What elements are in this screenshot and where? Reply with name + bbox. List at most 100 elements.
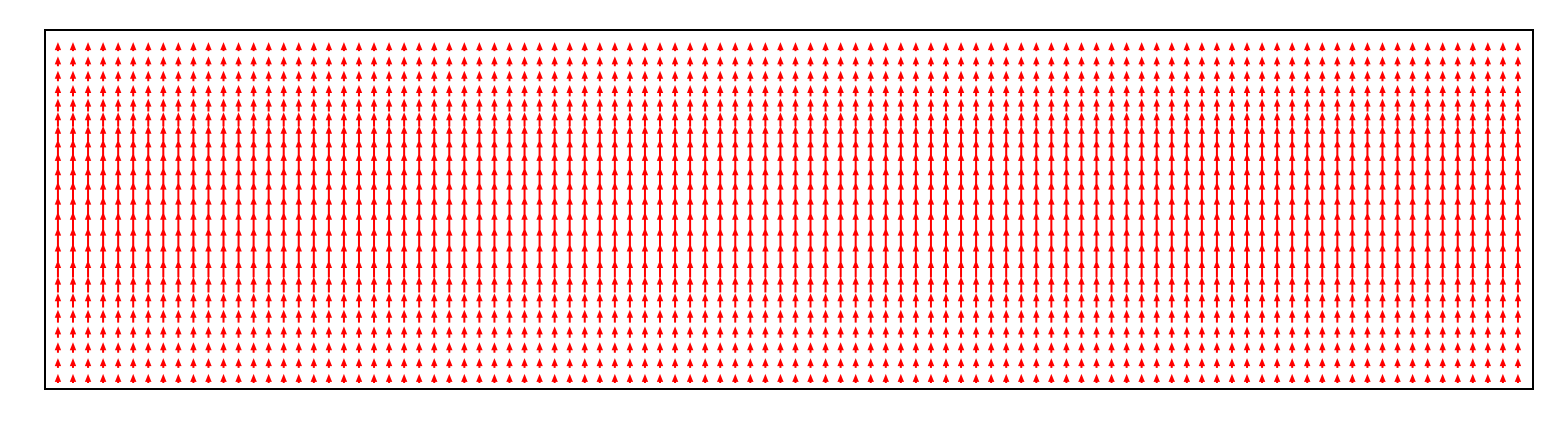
arrow (1048, 70, 1055, 82)
arrow (1499, 152, 1507, 172)
arrow (641, 125, 649, 142)
arrow (1108, 42, 1115, 52)
arrow (671, 70, 679, 82)
arrow (1334, 125, 1341, 142)
arrow (190, 152, 197, 172)
arrow (295, 293, 302, 308)
arrow (957, 309, 965, 323)
arrow (1228, 309, 1236, 323)
arrow (54, 85, 62, 97)
arrow (1198, 85, 1206, 97)
arrow (175, 181, 182, 202)
arrow (1108, 112, 1115, 127)
arrow (1379, 309, 1386, 323)
arrow (1153, 373, 1160, 383)
arrow (1138, 125, 1145, 142)
arrow (1033, 42, 1040, 52)
arrow (310, 196, 318, 218)
arrow (912, 358, 920, 368)
arrow (1002, 243, 1010, 263)
arrow (792, 56, 799, 67)
arrow (1018, 167, 1025, 187)
arrow (1243, 85, 1251, 97)
arrow (1514, 125, 1522, 142)
arrow (340, 70, 348, 82)
arrow (295, 56, 302, 67)
arrow (145, 42, 152, 52)
arrow (235, 276, 242, 293)
arrow (310, 167, 318, 187)
arrow (145, 260, 152, 278)
arrow (250, 276, 257, 293)
arrow (912, 260, 920, 278)
arrow (205, 167, 212, 187)
arrow (325, 70, 333, 82)
arrow (942, 98, 950, 112)
arrow (461, 98, 468, 112)
arrow (1002, 112, 1010, 127)
arrow (431, 373, 438, 383)
arrow (1078, 276, 1085, 293)
arrow (340, 152, 348, 172)
arrow (325, 42, 333, 52)
arrow (1288, 85, 1296, 97)
arrow (701, 152, 709, 172)
arrow (747, 227, 754, 248)
arrow (1153, 181, 1160, 202)
arrow (1454, 196, 1461, 218)
arrow (807, 260, 814, 278)
arrow (1364, 260, 1371, 278)
arrow (145, 139, 152, 157)
arrow (130, 243, 137, 263)
arrow (521, 260, 528, 278)
arrow (897, 243, 905, 263)
arrow (1394, 326, 1401, 338)
arrow (1424, 227, 1431, 248)
arrow (1078, 211, 1085, 233)
arrow (491, 196, 498, 218)
arrow (807, 243, 814, 263)
arrow (1258, 293, 1266, 308)
arrow (867, 326, 874, 338)
arrow (265, 70, 272, 82)
arrow (235, 309, 242, 323)
arrow (1243, 196, 1251, 218)
arrow (1063, 42, 1070, 52)
arrow (521, 243, 528, 263)
arrow (1319, 326, 1326, 338)
arrow (1304, 70, 1311, 82)
arrow (1454, 342, 1461, 353)
arrow (762, 276, 769, 293)
arrow (792, 260, 799, 278)
arrow (897, 139, 905, 157)
arrow (310, 139, 318, 157)
arrow (1213, 98, 1221, 112)
arrow (897, 152, 905, 172)
arrow (957, 125, 965, 142)
arrow (1093, 42, 1100, 52)
arrow (897, 326, 905, 338)
arrow (1288, 139, 1296, 157)
arrow (295, 373, 302, 383)
arrow (1273, 260, 1281, 278)
arrow (400, 196, 408, 218)
arrow (777, 196, 784, 218)
arrow (415, 196, 423, 218)
arrow (1108, 56, 1115, 67)
arrow (1153, 276, 1160, 293)
arrow (1002, 293, 1010, 308)
arrow (897, 373, 905, 383)
arrow (927, 139, 935, 157)
arrow (1499, 309, 1507, 323)
arrow (837, 342, 844, 353)
arrow (1213, 358, 1221, 368)
arrow (972, 309, 980, 323)
arrow (446, 326, 453, 338)
arrow (1108, 276, 1115, 293)
arrow (777, 342, 784, 353)
arrow (415, 167, 423, 187)
arrow (1273, 293, 1281, 308)
arrow (747, 56, 754, 67)
arrow (987, 56, 995, 67)
arrow (114, 70, 122, 82)
